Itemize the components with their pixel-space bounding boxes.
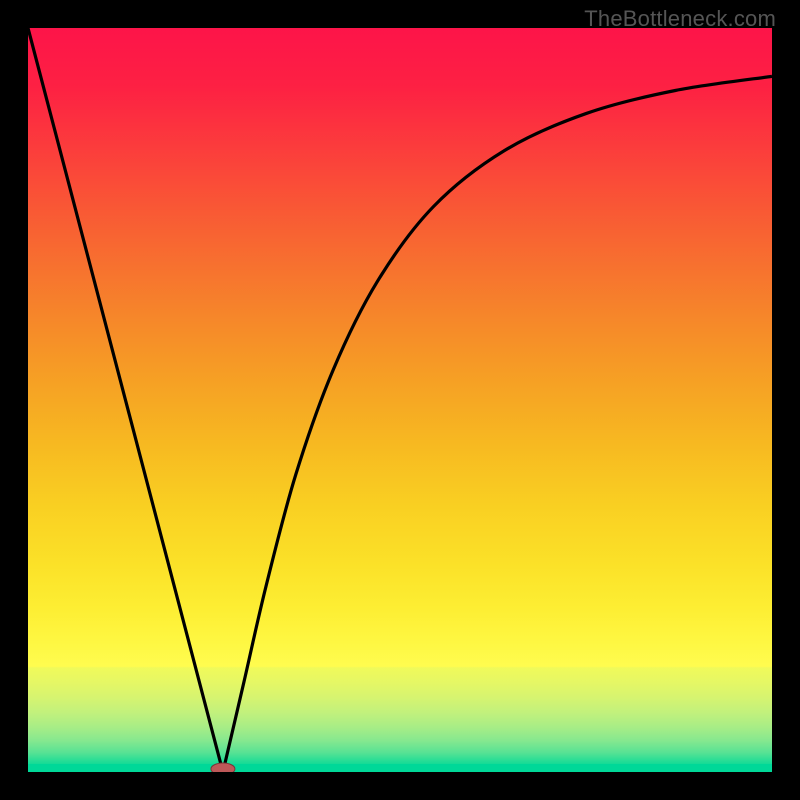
gradient-background <box>28 28 772 772</box>
minimum-marker <box>211 763 235 772</box>
chart-frame: TheBottleneck.com <box>0 0 800 800</box>
green-bottom-band <box>28 764 772 772</box>
chart-svg <box>28 28 772 772</box>
